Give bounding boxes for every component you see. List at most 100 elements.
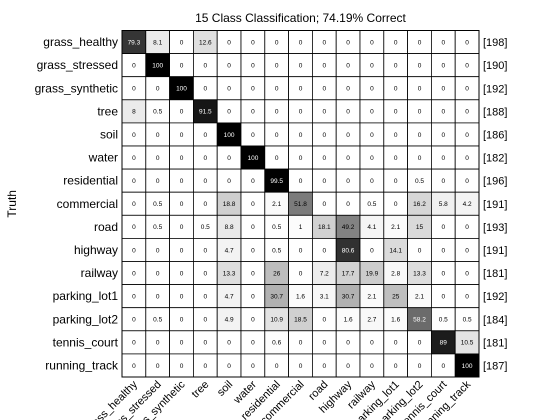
cell-value-grass-healthy-commercial: 0 xyxy=(299,39,303,46)
cell-value-running-track-grass-stressed: 0 xyxy=(156,363,160,370)
cell-value-road-road: 18.1 xyxy=(318,224,331,231)
cell-value-water-tree: 0 xyxy=(203,155,207,162)
cell-value-grass-synthetic-road: 0 xyxy=(322,86,326,93)
cell-value-soil-residential: 0 xyxy=(275,132,279,139)
cell-value-highway-tree: 0 xyxy=(203,247,207,254)
row-label-parking-lot2: parking_lot2 xyxy=(53,312,119,326)
cell-value-residential-residential: 99.5 xyxy=(270,178,283,185)
cell-value-grass-healthy-grass-healthy: 79.3 xyxy=(128,39,141,46)
cell-value-tree-water: 0 xyxy=(251,109,255,116)
cell-value-residential-grass-stressed: 0 xyxy=(156,178,160,185)
cell-value-railway-grass-stressed: 0 xyxy=(156,270,160,277)
cell-value-residential-parking-lot2: 0.5 xyxy=(415,178,424,185)
cell-value-grass-stressed-grass-synthetic: 0 xyxy=(180,62,184,69)
cell-value-residential-road: 0 xyxy=(322,178,326,185)
cell-value-railway-water: 0 xyxy=(251,270,255,277)
cell-value-parking-lot1-water: 0 xyxy=(251,293,255,300)
cell-value-parking-lot1-residential: 30.7 xyxy=(270,293,283,300)
cell-value-road-running-track: 0 xyxy=(465,224,469,231)
cell-value-highway-road: 0 xyxy=(322,247,326,254)
cell-value-parking-lot2-parking-lot2: 58.2 xyxy=(413,317,426,324)
cell-value-grass-stressed-railway: 0 xyxy=(370,62,374,69)
cell-value-highway-parking-lot1: 14.1 xyxy=(389,247,402,254)
cell-value-railway-highway: 17.7 xyxy=(342,270,355,277)
cell-value-tennis-court-soil: 0 xyxy=(227,340,231,347)
cell-value-water-commercial: 0 xyxy=(299,155,303,162)
cell-value-commercial-running-track: 4.2 xyxy=(463,201,472,208)
matrix-cells: 79.3 8.1 0 12.6 0 0 0 0 0 0 0 0 0 0 00 100 0 0 0 0 0 0 0 0 0 0 0 0 0… xyxy=(122,31,479,378)
cell-value-grass-stressed-tree: 0 xyxy=(203,62,207,69)
cell-value-highway-soil: 4.7 xyxy=(225,247,234,254)
cell-value-tree-soil: 0 xyxy=(227,109,231,116)
cell-value-grass-stressed-tennis-court: 0 xyxy=(441,62,445,69)
cell-value-parking-lot2-tree: 0 xyxy=(203,317,207,324)
cell-value-commercial-soil: 18.8 xyxy=(223,201,236,208)
cell-value-parking-lot1-grass-stressed: 0 xyxy=(156,293,160,300)
cell-value-grass-healthy-soil: 0 xyxy=(227,39,231,46)
cell-value-parking-lot2-railway: 2.7 xyxy=(367,317,376,324)
cell-value-commercial-grass-synthetic: 0 xyxy=(180,201,184,208)
cell-value-residential-water: 0 xyxy=(251,178,255,185)
cell-value-water-residential: 0 xyxy=(275,155,279,162)
cell-value-railway-running-track: 0 xyxy=(465,270,469,277)
cell-value-highway-commercial: 0 xyxy=(299,247,303,254)
cell-value-tree-road: 0 xyxy=(322,109,326,116)
cell-value-water-grass-synthetic: 0 xyxy=(180,155,184,162)
cell-value-water-water: 100 xyxy=(247,155,258,162)
cell-value-soil-tennis-court: 0 xyxy=(441,132,445,139)
cell-value-parking-lot2-grass-stressed: 0.5 xyxy=(153,317,162,324)
cell-value-running-track-road: 0 xyxy=(322,363,326,370)
cell-value-commercial-commercial: 51.8 xyxy=(294,201,307,208)
cell-value-running-track-tennis-court: 0 xyxy=(441,363,445,370)
cell-value-tree-grass-healthy: 8 xyxy=(132,109,136,116)
row-label-grass-synthetic: grass_synthetic xyxy=(35,81,118,95)
cell-value-commercial-residential: 2.1 xyxy=(272,201,281,208)
row-count-soil: [186] xyxy=(483,130,507,142)
cell-value-parking-lot1-highway: 30.7 xyxy=(342,293,355,300)
cell-value-commercial-parking-lot1: 0 xyxy=(394,201,398,208)
cell-value-grass-healthy-road: 0 xyxy=(322,39,326,46)
cell-value-water-parking-lot2: 0 xyxy=(418,155,422,162)
row-count-water: [182] xyxy=(483,153,507,165)
cell-value-road-parking-lot1: 2.1 xyxy=(391,224,400,231)
cell-value-railway-tennis-court: 0 xyxy=(441,270,445,277)
cell-value-road-commercial: 1 xyxy=(299,224,303,231)
cell-value-parking-lot1-road: 3.1 xyxy=(320,293,329,300)
cell-value-grass-synthetic-water: 0 xyxy=(251,86,255,93)
cell-value-water-parking-lot1: 0 xyxy=(394,155,398,162)
cell-value-highway-tennis-court: 0 xyxy=(441,247,445,254)
cell-value-soil-soil: 100 xyxy=(224,132,235,139)
cell-value-grass-synthetic-grass-healthy: 0 xyxy=(132,86,136,93)
cell-value-road-tree: 0.5 xyxy=(201,224,210,231)
cell-value-road-water: 0 xyxy=(251,224,255,231)
cell-value-grass-synthetic-highway: 0 xyxy=(346,86,350,93)
cell-value-grass-healthy-tennis-court: 0 xyxy=(441,39,445,46)
row-label-residential: residential xyxy=(63,174,118,188)
cell-value-parking-lot1-parking-lot1: 25 xyxy=(392,293,400,300)
cell-value-grass-stressed-running-track: 0 xyxy=(465,62,469,69)
row-count-running-track: [187] xyxy=(483,361,507,373)
cell-value-running-track-parking-lot2: 0 xyxy=(418,363,422,370)
row-count-tree: [188] xyxy=(483,106,507,118)
cell-value-water-soil: 0 xyxy=(227,155,231,162)
cell-value-grass-healthy-railway: 0 xyxy=(370,39,374,46)
cell-value-water-grass-stressed: 0 xyxy=(156,155,160,162)
cell-value-parking-lot2-running-track: 0.5 xyxy=(463,317,472,324)
cell-value-water-railway: 0 xyxy=(370,155,374,162)
cell-value-road-parking-lot2: 15 xyxy=(416,224,424,231)
cell-value-railway-commercial: 0 xyxy=(299,270,303,277)
cell-value-parking-lot1-commercial: 1.6 xyxy=(296,293,305,300)
cell-value-soil-railway: 0 xyxy=(370,132,374,139)
cell-value-parking-lot1-soil: 4.7 xyxy=(225,293,234,300)
row-count-grass-healthy: [198] xyxy=(483,37,507,49)
cell-value-grass-stressed-residential: 0 xyxy=(275,62,279,69)
cell-value-tree-parking-lot2: 0 xyxy=(418,109,422,116)
cell-value-grass-healthy-residential: 0 xyxy=(275,39,279,46)
cell-value-tennis-court-water: 0 xyxy=(251,340,255,347)
cell-value-grass-synthetic-tennis-court: 0 xyxy=(441,86,445,93)
cell-value-railway-railway: 19.9 xyxy=(366,270,379,277)
cell-value-water-running-track: 0 xyxy=(465,155,469,162)
cell-value-tennis-court-residential: 0.6 xyxy=(272,340,281,347)
cell-value-railway-parking-lot2: 13.3 xyxy=(413,270,426,277)
cell-value-grass-stressed-soil: 0 xyxy=(227,62,231,69)
